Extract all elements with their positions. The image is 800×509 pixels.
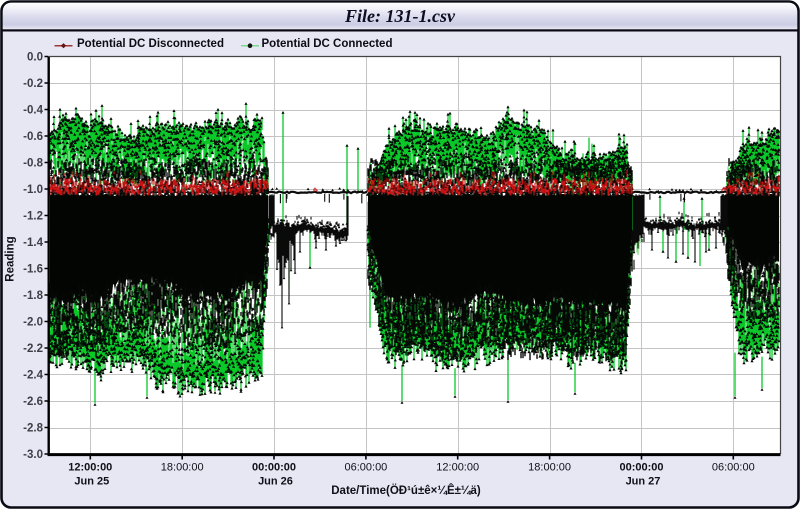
svg-text:-1.4: -1.4: [23, 237, 43, 249]
svg-text:Potential DC Connected: Potential DC Connected: [262, 38, 393, 50]
svg-text:-3.0: -3.0: [23, 449, 43, 461]
svg-text:06:00:00: 06:00:00: [344, 462, 387, 474]
svg-text:-0.8: -0.8: [23, 158, 43, 170]
svg-text:Jun 26: Jun 26: [258, 476, 293, 488]
svg-text:18:00:00: 18:00:00: [528, 462, 571, 474]
svg-text:-0.6: -0.6: [23, 131, 43, 143]
svg-text:00:00:00: 00:00:00: [619, 462, 663, 474]
svg-text:-2.8: -2.8: [23, 423, 43, 435]
svg-text:-2.6: -2.6: [23, 396, 43, 408]
svg-text:-1.8: -1.8: [23, 290, 43, 302]
svg-text:Date/Time(ÖÐ¹ú±ê×¼Ê±¼ä): Date/Time(ÖÐ¹ú±ê×¼Ê±¼ä): [331, 484, 481, 497]
svg-text:-2.0: -2.0: [23, 317, 43, 329]
svg-text:-1.6: -1.6: [23, 264, 43, 276]
svg-text:0.0: 0.0: [27, 52, 43, 64]
svg-text:File: 131-1.csv: File: 131-1.csv: [344, 6, 456, 26]
svg-text:-2.2: -2.2: [23, 343, 43, 355]
svg-text:-2.4: -2.4: [23, 370, 43, 382]
svg-text:06:00:00: 06:00:00: [712, 462, 755, 474]
svg-text:Reading: Reading: [5, 236, 17, 281]
svg-text:18:00:00: 18:00:00: [161, 462, 204, 474]
svg-text:00:00:00: 00:00:00: [252, 462, 296, 474]
svg-text:-0.4: -0.4: [23, 105, 43, 117]
svg-text:12:00:00: 12:00:00: [436, 462, 479, 474]
svg-text:Jun 27: Jun 27: [626, 476, 661, 488]
svg-text:Jun 25: Jun 25: [74, 476, 109, 488]
svg-text:-1.0: -1.0: [23, 184, 43, 196]
svg-text:Potential DC Disconnected: Potential DC Disconnected: [77, 38, 224, 50]
svg-text:-1.2: -1.2: [23, 211, 43, 223]
svg-text:-0.2: -0.2: [23, 78, 43, 90]
svg-text:12:00:00: 12:00:00: [68, 462, 112, 474]
